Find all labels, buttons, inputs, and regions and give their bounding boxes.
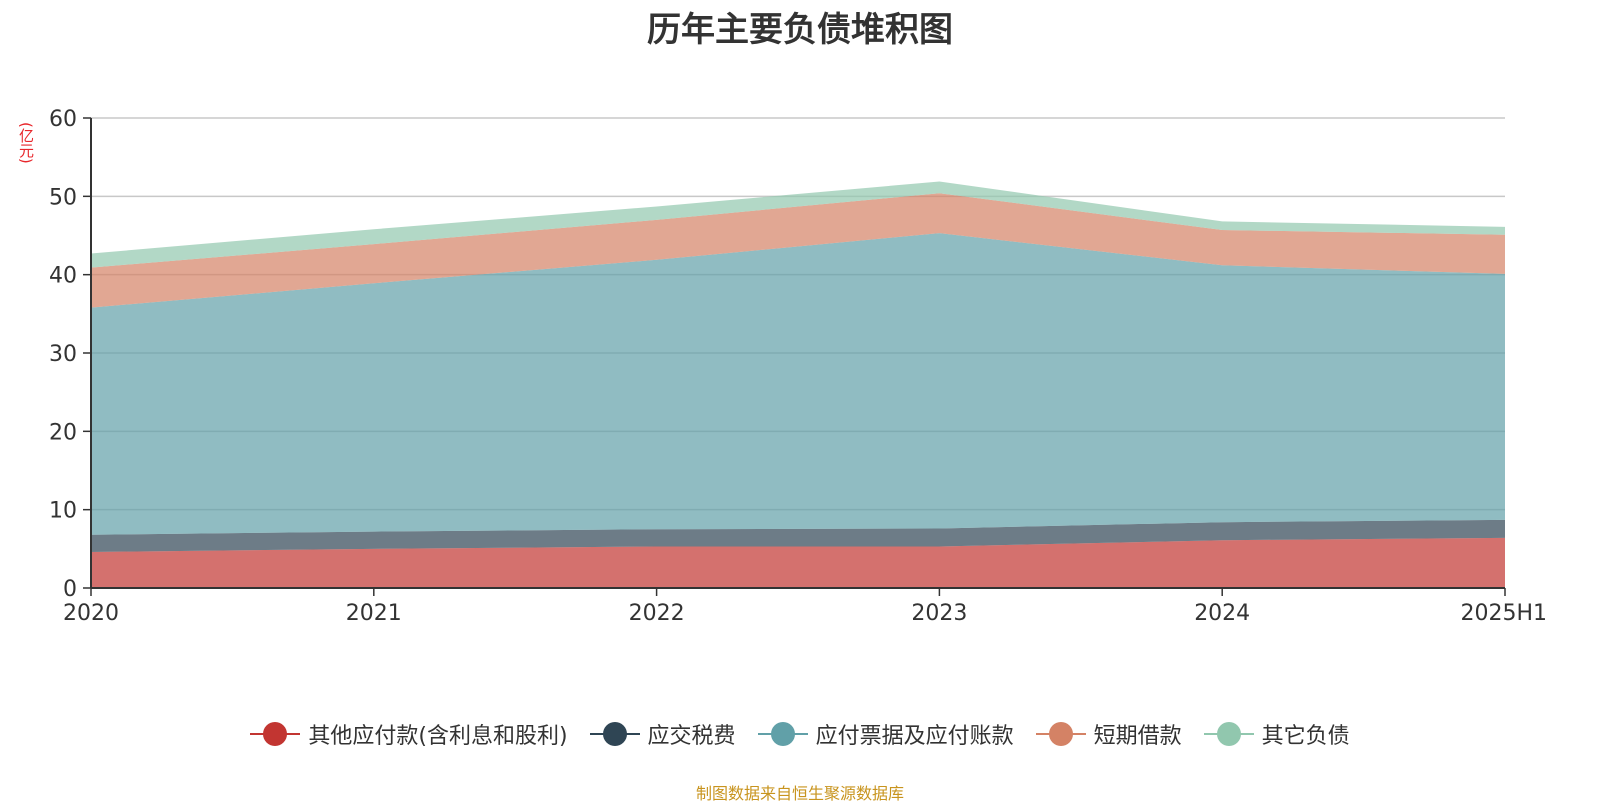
x-tick-label-3: 2023 [911,601,967,626]
y-axis-unit-label: (亿元) [17,122,35,164]
legend-swatch-2 [757,722,808,746]
x-tick-label-0: 2020 [63,601,119,626]
area-series-2 [91,233,1505,535]
chart-title: 历年主要负债堆积图 [647,10,953,50]
x-tick-label-1: 2021 [346,601,402,626]
legend-label-1: 应交税费 [647,724,736,749]
legend-label-4: 其它负债 [1261,724,1350,749]
y-tick-label-3: 30 [49,342,77,367]
legend-item-0[interactable]: 其他应付款(含利息和股利) [250,718,568,750]
legend-label-3: 短期借款 [1093,724,1182,749]
data-source-note: 制图数据来自恒生聚源数据库 [695,784,904,803]
y-tick-label-1: 10 [49,499,77,524]
legend-swatch-0 [250,722,301,746]
legend-swatch-3 [1035,722,1086,746]
legend-item-2[interactable]: 应付票据及应付账款 [757,718,1014,750]
area-series-layer [91,181,1505,588]
legend-label-0: 其他应付款(含利息和股利) [308,724,568,749]
area-series-4 [91,181,1505,268]
legend-swatch-1 [589,722,640,746]
area-series-0 [91,537,1505,588]
y-tick-label-0: 0 [63,577,77,602]
area-series-1 [91,519,1505,552]
legend-label-2: 应付票据及应付账款 [815,724,1014,749]
area-series-3 [91,193,1505,308]
legend-item-4[interactable]: 其它负债 [1203,718,1350,750]
legend-swatch-4 [1203,722,1254,746]
stacked-area-chart: 0 10 20 30 40 50 60 2020 2021 2022 2023 2024 2025H1 [49,107,1547,626]
x-tick-label-2: 2022 [629,601,685,626]
x-tick-label-5: 2025H1 [1460,601,1547,626]
y-tick-label-6: 60 [49,107,77,132]
y-tick-label-5: 50 [49,185,77,210]
y-tick-label-4: 40 [49,264,77,289]
legend-item-3[interactable]: 短期借款 [1035,718,1182,750]
y-tick-label-2: 20 [49,420,77,445]
axes: 0 10 20 30 40 50 60 2020 2021 2022 2023 2024 2025H1 [49,107,1547,626]
x-tick-label-4: 2024 [1194,601,1250,626]
legend: 其他应付款(含利息和股利) 应交税费 应付票据及应付账款 短期借款 其它负债 [0,718,1600,750]
legend-item-1[interactable]: 应交税费 [589,718,736,750]
